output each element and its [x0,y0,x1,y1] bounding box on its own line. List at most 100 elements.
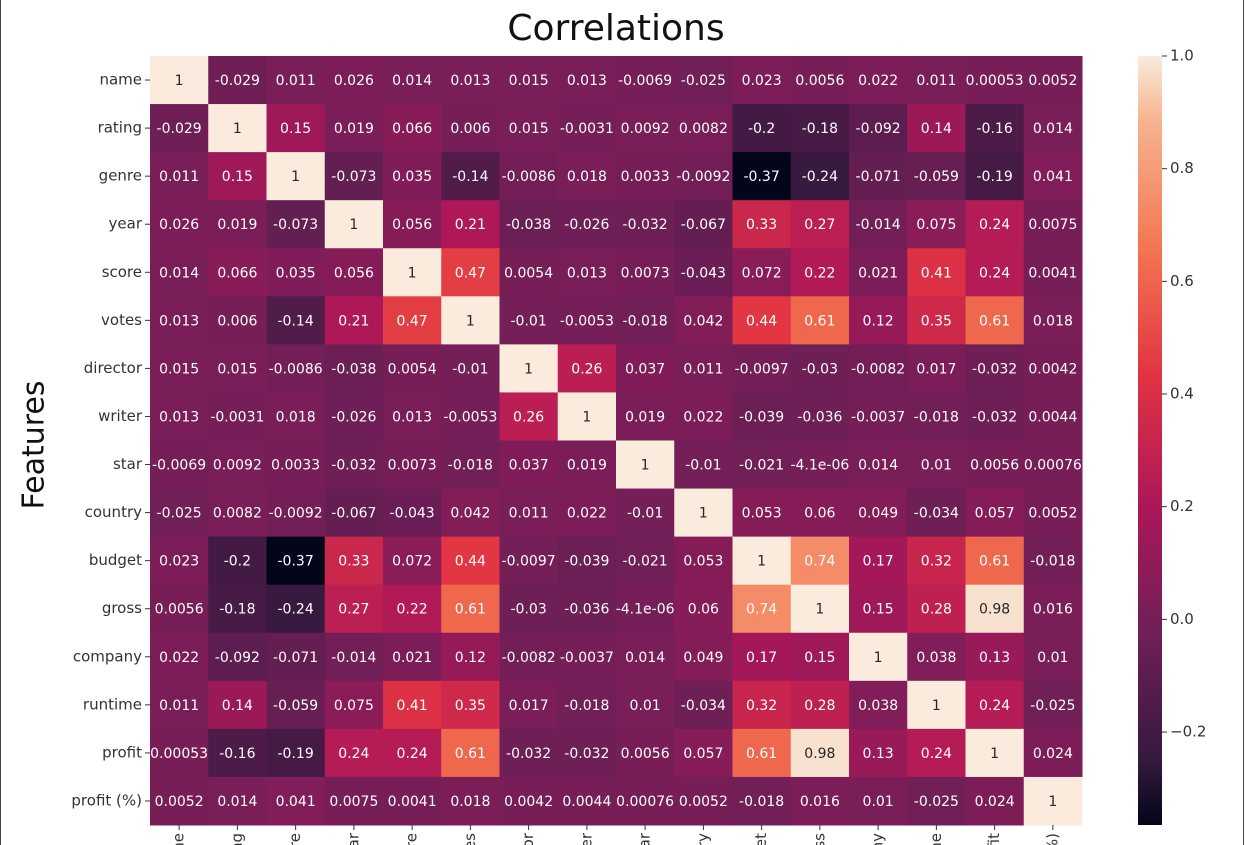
cell [790,584,850,634]
y-tick-label: year [109,215,143,233]
cell-label: -0.092 [215,650,260,666]
cell [907,200,966,249]
cell [557,632,617,682]
cell-label: 0.017 [509,698,549,714]
colorbar-tick-label: 0.4 [1170,385,1194,403]
cell-label: -0.03 [511,602,547,618]
y-axis-label: Features [17,381,52,510]
cell-label: 0.21 [455,217,486,233]
cell [324,344,384,393]
cell [732,728,792,778]
x-tick-label: director [519,832,537,845]
cell-label: 0.049 [858,506,898,522]
cell-label: -0.071 [273,650,318,666]
cell-label: -0.0031 [210,409,264,425]
cell-label: 0.0041 [388,794,437,810]
cell [849,680,908,730]
x-tick-label: gross [810,833,828,845]
cell [150,296,209,345]
cell [383,248,442,297]
cell-label: -0.043 [681,265,726,281]
cell [732,56,792,105]
cell [383,536,442,586]
cell [208,680,267,730]
cell-label: 0.17 [863,554,894,570]
cell [557,200,617,249]
cell-label: 1 [175,73,184,89]
cell-label: 1 [990,746,999,762]
cell [1023,584,1083,634]
cell-label: 0.32 [746,698,777,714]
cell-label: 0.019 [217,217,257,233]
cell-label: 0.00053 [150,746,208,762]
cell-label: 0.61 [979,554,1010,570]
cell-label: 0.0092 [621,121,670,137]
cell-label: 0.0041 [1028,265,1077,281]
y-tick-label: budget [89,551,142,569]
cell-label: 1 [932,698,941,714]
cell [674,344,733,393]
cell-label: 0.00076 [616,794,674,810]
cell-label: 0.022 [159,650,199,666]
cell [499,248,559,297]
y-tick-label: votes [101,311,142,329]
cell-label: 0.26 [513,409,544,425]
cell [907,440,966,490]
cell [1023,440,1083,490]
cell-label: 0.035 [392,169,432,185]
cell-label: -0.014 [331,650,376,666]
x-tick-label: rating [228,833,246,845]
cell-label: -0.0086 [269,361,323,377]
cell [324,152,384,201]
y-tick-label: writer [98,407,143,425]
cell-label: -0.025 [681,73,726,89]
cell [849,152,908,201]
cell [266,296,326,345]
cell-label: 0.056 [334,265,374,281]
cell [266,680,326,730]
cell [965,248,1025,297]
cell [266,584,326,634]
cell [907,296,966,345]
cell-label: 0.0054 [504,265,553,281]
cell [150,632,209,682]
cell-label: 0.053 [742,506,782,522]
cell [150,584,209,634]
cell [1023,488,1083,538]
cell [790,536,850,586]
cell [732,104,792,153]
cell-label: 0.0054 [388,361,437,377]
cell-label: -0.0053 [560,313,614,329]
cell [499,440,559,490]
cell-label: 0.023 [159,554,199,570]
x-tick-label: genre [286,833,304,845]
cell-label: 0.018 [567,169,607,185]
cell-label: -0.0053 [443,409,497,425]
cell-label: 0.022 [858,73,898,89]
cell-label: 0.024 [975,794,1015,810]
cell [790,776,850,826]
cell [499,152,559,201]
cell-label: 0.037 [509,458,549,474]
cell [732,152,792,201]
cell-label: -0.014 [856,217,901,233]
cell-label: 0.049 [683,650,723,666]
cell-label: -0.034 [681,698,726,714]
cell-label: -0.032 [506,746,551,762]
cell-label: 0.12 [455,650,486,666]
cell [499,680,559,730]
cell [383,584,442,634]
cell-label: 0.44 [455,554,486,570]
cell [150,488,209,538]
cell [208,632,267,682]
cell [616,152,675,201]
cell-label: 0.075 [916,217,956,233]
cell-label: 0.24 [979,265,1010,281]
cell [499,344,559,393]
cell [1023,728,1083,778]
cell-label: 0.98 [804,746,835,762]
cell [1023,680,1083,730]
cell-label: 0.41 [921,265,952,281]
cell [616,56,675,105]
cell-label: -0.16 [219,746,255,762]
